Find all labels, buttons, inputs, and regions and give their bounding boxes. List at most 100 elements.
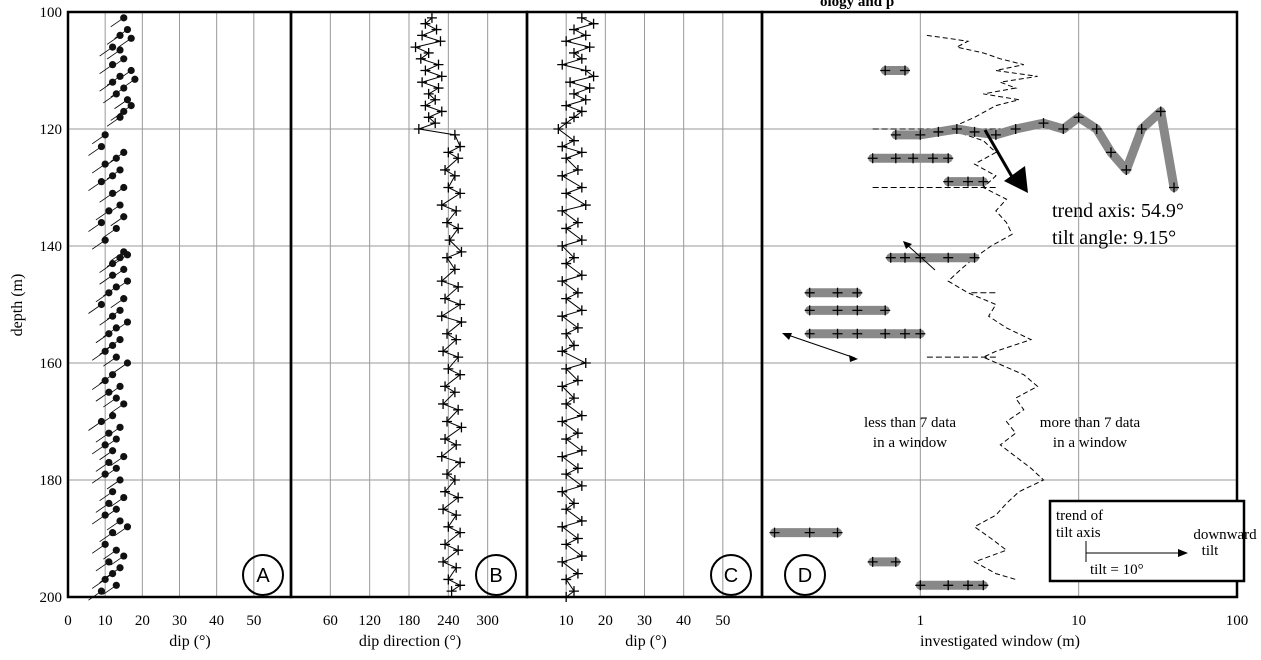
plus-marker — [572, 428, 583, 439]
plus-marker — [557, 451, 568, 462]
y-tick-160: 160 — [40, 356, 63, 372]
plus-marker — [430, 118, 441, 129]
x-tick-60: 60 — [323, 613, 338, 629]
plus-marker — [442, 252, 453, 263]
window-marker — [804, 527, 815, 538]
plus-marker — [580, 30, 591, 41]
plus-marker — [453, 492, 464, 503]
plus-marker — [561, 118, 572, 129]
plus-marker — [561, 258, 572, 269]
double-arrow-head-left — [782, 333, 792, 340]
annotation-more-line2: in a window — [1053, 435, 1127, 451]
dip-point — [112, 154, 120, 162]
plus-marker — [576, 480, 587, 491]
plus-marker — [561, 153, 572, 164]
dip-point — [116, 72, 124, 80]
window-marker — [852, 287, 863, 298]
window-marker — [832, 287, 843, 298]
window-marker — [915, 580, 926, 591]
double-arrow-head-right — [849, 355, 858, 362]
dip-point — [120, 552, 128, 560]
dip-point — [101, 470, 109, 478]
dip-point — [109, 271, 117, 279]
dip-point — [105, 330, 113, 338]
window-marker — [1010, 124, 1021, 134]
plus-marker — [580, 200, 591, 211]
plus-marker — [572, 533, 583, 544]
plus-marker — [561, 504, 572, 515]
plus-marker — [417, 30, 428, 41]
dip-point — [127, 34, 135, 42]
plus-marker — [453, 545, 464, 556]
window-marker — [852, 305, 863, 316]
dip-point — [112, 324, 120, 332]
panel-letter-d: D — [784, 554, 826, 596]
plus-marker — [455, 369, 466, 380]
window-band — [891, 106, 1179, 192]
y-tick-120: 120 — [40, 122, 63, 138]
plus-marker — [438, 346, 449, 357]
plus-marker — [456, 317, 467, 328]
x-axis-label-c: dip (°) — [625, 633, 667, 650]
title-fragment: ology and p — [820, 0, 894, 10]
plus-marker — [443, 574, 454, 585]
window-marker — [951, 124, 962, 134]
plus-marker — [436, 200, 447, 211]
plus-marker — [442, 328, 453, 339]
dip-point — [120, 84, 128, 92]
panel-frame — [760, 10, 1239, 599]
window-marker — [962, 176, 973, 187]
trend-arrow-head — [1004, 166, 1028, 193]
dip-point — [127, 66, 135, 75]
plus-marker — [451, 510, 462, 521]
plus-marker — [557, 416, 568, 427]
plus-marker — [580, 94, 591, 105]
plus-marker — [440, 434, 451, 445]
plus-marker — [438, 504, 449, 515]
plus-marker — [569, 135, 579, 146]
window-marker — [832, 527, 843, 538]
window-marker — [943, 153, 954, 164]
dip-point — [112, 224, 120, 233]
dip-point — [101, 236, 109, 244]
window-marker — [1105, 147, 1116, 158]
plus-marker — [451, 562, 462, 573]
plus-marker — [440, 486, 451, 497]
plus-marker — [443, 147, 454, 158]
annotation-less-line1: less than 7 data — [864, 415, 956, 431]
dip-point — [112, 464, 120, 472]
legend-line2: tilt axis — [1056, 525, 1101, 541]
svg-text:B: B — [489, 565, 502, 587]
double-arrow — [784, 333, 856, 359]
plus-marker — [443, 182, 454, 193]
x-tick-10: 10 — [1071, 613, 1086, 629]
annotation-tilt-angle: tilt angle: 9.15° — [1052, 227, 1176, 249]
window-marker — [804, 287, 815, 298]
plus-marker — [557, 59, 568, 70]
dip-point — [112, 435, 120, 443]
plus-marker — [423, 88, 434, 99]
plus-marker — [553, 124, 564, 134]
plus-marker — [572, 217, 583, 228]
plus-marker — [455, 580, 466, 591]
plus-marker — [420, 18, 431, 29]
plus-marker — [576, 12, 587, 23]
annotation-trend-axis: trend axis: 54.9° — [1052, 200, 1184, 222]
window-marker — [943, 580, 954, 591]
plus-marker — [442, 469, 453, 480]
window-marker — [1136, 124, 1147, 134]
window-marker — [852, 328, 863, 339]
plus-marker — [446, 586, 457, 597]
dip-point — [116, 46, 124, 54]
dip-point — [120, 295, 128, 303]
dip-point — [112, 90, 120, 98]
x-tick-100: 100 — [1226, 613, 1249, 629]
plus-marker — [569, 47, 579, 58]
plus-marker — [438, 556, 449, 567]
plus-marker — [557, 276, 568, 287]
svg-text:A: A — [256, 565, 270, 587]
panel-letter-b: B — [475, 554, 517, 596]
plus-marker — [580, 65, 591, 76]
plus-marker — [436, 276, 447, 287]
plus-marker — [449, 129, 460, 140]
